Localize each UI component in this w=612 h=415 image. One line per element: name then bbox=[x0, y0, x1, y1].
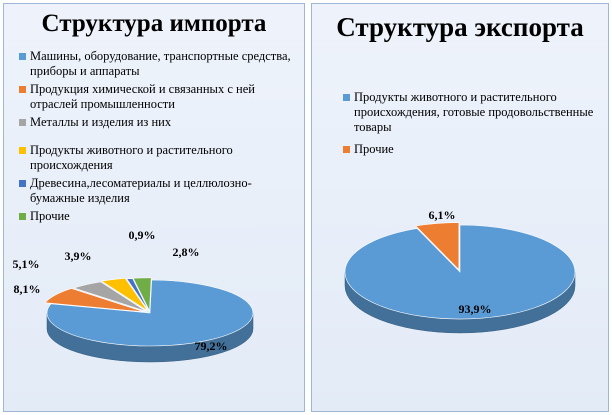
pie-slice-5 bbox=[132, 277, 152, 312]
legend-label: Древесина,лесоматериалы и целлюлозно-бум… bbox=[30, 176, 252, 205]
legend-label: Продукция химической и связанных с ней о… bbox=[30, 82, 255, 111]
legend-label: Прочие bbox=[30, 209, 70, 223]
import-legend-item-food: Продукты животного и растительного проис… bbox=[19, 143, 299, 173]
data-label-1: 6,1% bbox=[429, 208, 456, 222]
pie-slice-0 bbox=[46, 279, 254, 347]
legend-swatch bbox=[19, 53, 26, 60]
data-label-4: 0,9% bbox=[129, 228, 156, 242]
data-label-3: 3,9% bbox=[65, 249, 92, 263]
import-legend-item-wood: Древесина,лесоматериалы и целлюлозно-бум… bbox=[19, 176, 299, 206]
import-chart-title: Структура импорта bbox=[41, 10, 267, 37]
import-chart-panel: Структура импорта Машины, оборудование, … bbox=[3, 3, 305, 412]
pie-slice-4 bbox=[126, 278, 150, 312]
import-legend-item-chemical: Продукция химической и связанных с ней о… bbox=[19, 82, 299, 112]
pie-slice-1 bbox=[44, 288, 145, 313]
legend-swatch bbox=[343, 146, 350, 153]
export-legend-item-food: Продукты животного и растительного проис… bbox=[343, 90, 605, 135]
import-legend-item-other: Прочие bbox=[19, 209, 299, 224]
import-legend: Машины, оборудование, транспортные средс… bbox=[19, 49, 299, 227]
data-label-1: 8,1% bbox=[14, 282, 41, 296]
import-pie-chart: 79,2% 8,1% 5,1% 3,9% 0,9% 2,8% bbox=[13, 228, 254, 363]
pie-slice-3 bbox=[100, 278, 148, 311]
legend-label: Продукты животного и растительного проис… bbox=[30, 143, 233, 172]
pie-slice-2 bbox=[73, 281, 147, 312]
export-pie-chart: 93,9% 6,1% bbox=[344, 208, 576, 334]
data-label-0: 79,2% bbox=[195, 339, 228, 353]
legend-label: Продукты животного и растительного проис… bbox=[354, 90, 594, 134]
legend-label: Металлы и изделия из них bbox=[30, 115, 172, 129]
data-label-2: 5,1% bbox=[13, 257, 40, 271]
legend-swatch bbox=[19, 119, 26, 126]
export-legend: Продукты животного и растительного проис… bbox=[343, 90, 605, 164]
legend-swatch bbox=[19, 86, 26, 93]
legend-label: Прочие bbox=[354, 142, 394, 156]
legend-swatch bbox=[343, 94, 350, 101]
legend-swatch bbox=[19, 147, 26, 154]
legend-swatch bbox=[19, 213, 26, 220]
import-legend-item-metals: Металлы и изделия из них bbox=[19, 115, 299, 130]
import-legend-item-machinery: Машины, оборудование, транспортные средс… bbox=[19, 49, 299, 79]
legend-label: Машины, оборудование, транспортные средс… bbox=[30, 49, 291, 78]
data-label-5: 2,8% bbox=[173, 245, 200, 259]
data-label-0: 93,9% bbox=[459, 302, 492, 316]
legend-swatch bbox=[19, 180, 26, 187]
pie-slice-1 bbox=[415, 222, 460, 271]
export-legend-item-other: Прочие bbox=[343, 142, 605, 157]
export-chart-panel: Структура экспорта Продукты животного и … bbox=[311, 3, 609, 412]
pie-slice-0 bbox=[344, 224, 576, 320]
export-chart-title: Структура экспорта bbox=[336, 12, 584, 42]
